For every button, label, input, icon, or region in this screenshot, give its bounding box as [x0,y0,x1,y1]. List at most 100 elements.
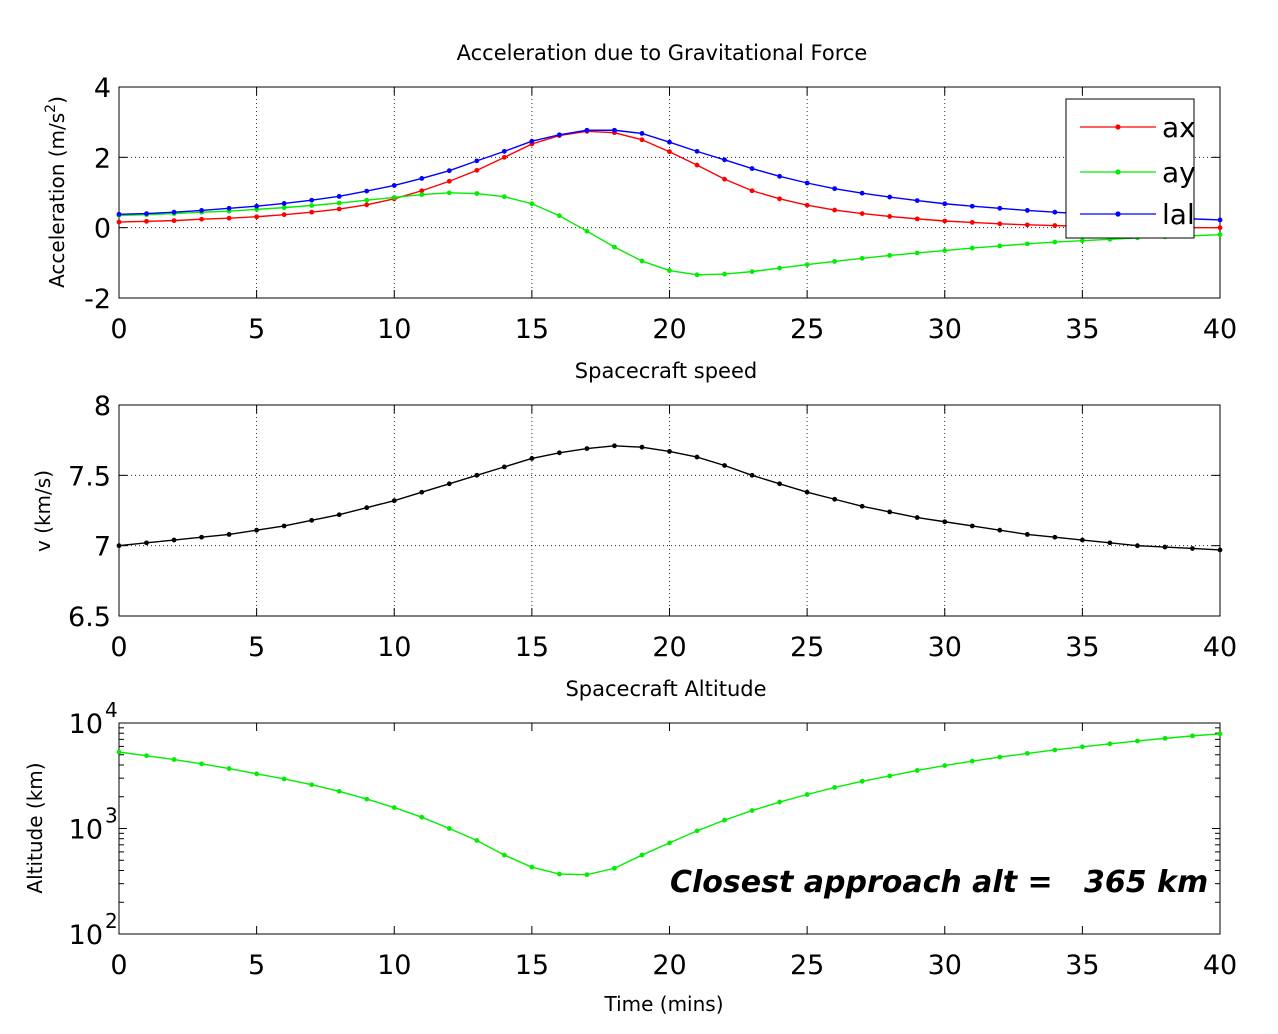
data-point [887,194,893,200]
data-point [997,527,1003,533]
data-point [309,197,315,203]
data-point [391,183,397,188]
x-tick-label: 25 [790,950,824,981]
data-point [171,218,177,224]
y-tick-exponent: 2 [105,909,118,933]
data-point [336,193,342,199]
data-point [584,228,590,234]
x-tick-label: 30 [928,632,962,663]
x-tick-label: 15 [515,314,549,345]
data-point [722,271,727,277]
data-point [309,209,315,215]
x-tick-label: 0 [110,950,127,981]
data-point [199,534,204,540]
data-point [1052,534,1058,540]
data-point [667,268,672,273]
data-point [1107,741,1113,747]
data-point [364,188,370,194]
data-point [942,519,948,525]
series-lal [116,127,1223,223]
data-point [749,269,755,275]
data-point [364,505,370,511]
data-point [997,754,1003,760]
data-point [777,265,782,271]
data-point [446,826,452,831]
data-point [639,444,645,450]
data-point [254,527,260,533]
speed-y-label: v (km/s) [31,470,55,552]
data-point [529,864,535,870]
data-point [584,446,590,452]
data-point [199,761,204,767]
data-point [171,209,177,215]
data-point [419,814,425,820]
x-tick-label: 0 [110,632,127,663]
data-point [804,202,810,208]
data-point [914,515,920,520]
data-point [199,208,204,213]
data-point [309,782,315,788]
x-tick-label: 15 [515,632,549,663]
legend-entry-lal: lal [1080,198,1195,231]
data-point [749,166,755,171]
data-point [116,749,122,755]
y-tick-label: 8 [94,391,111,422]
data-point [254,214,260,220]
data-point [969,523,975,529]
y-tick-label: -2 [84,284,111,315]
x-tick-label: 35 [1065,632,1099,663]
data-point [804,262,810,267]
data-point [887,253,893,258]
data-point [226,532,232,537]
data-point [1052,209,1058,215]
x-tick-label: 20 [652,632,686,663]
y-tick-label: 7 [94,532,111,563]
data-point [612,244,617,250]
x-tick-label: 40 [1203,314,1237,345]
data-point [1217,547,1223,553]
data-point [694,272,700,278]
data-point [529,201,535,207]
data-point [804,180,810,186]
data-point [859,211,865,217]
data-point [942,201,948,207]
acceleration-y-label-main: Acceleration (m/s [45,113,69,288]
legend-entry-ay: ay [1080,156,1196,189]
data-point [749,808,755,813]
data-point [942,248,948,253]
data-point [1024,241,1030,247]
y-tick-label: 10 [69,920,103,951]
x-tick-label: 35 [1065,314,1099,345]
data-point [694,148,700,154]
data-point [1162,735,1168,741]
legend: ax ay lal [1065,98,1196,239]
data-point [612,865,617,871]
data-point [777,481,782,487]
data-point [832,785,838,790]
data-point [1107,540,1113,546]
data-point [722,817,727,823]
data-point [364,197,370,203]
data-point [1079,537,1085,543]
data-point [667,449,672,454]
data-point [887,773,893,779]
data-point [116,211,122,217]
x-tick-label: 5 [248,950,265,981]
y-tick-label: 10 [69,709,103,740]
data-point [474,191,480,196]
data-point [1217,232,1223,238]
x-tick-label: 30 [928,950,962,981]
data-point [281,205,287,211]
data-point [722,176,727,182]
data-point [419,192,425,198]
data-point [694,454,700,460]
data-point [281,523,287,529]
data-point [969,219,975,225]
data-point [474,167,480,173]
x-tick-label: 10 [377,950,411,981]
data-point [694,162,700,168]
data-point [887,509,893,515]
data-point [1190,546,1195,551]
y-tick-exponent: 4 [105,698,118,722]
